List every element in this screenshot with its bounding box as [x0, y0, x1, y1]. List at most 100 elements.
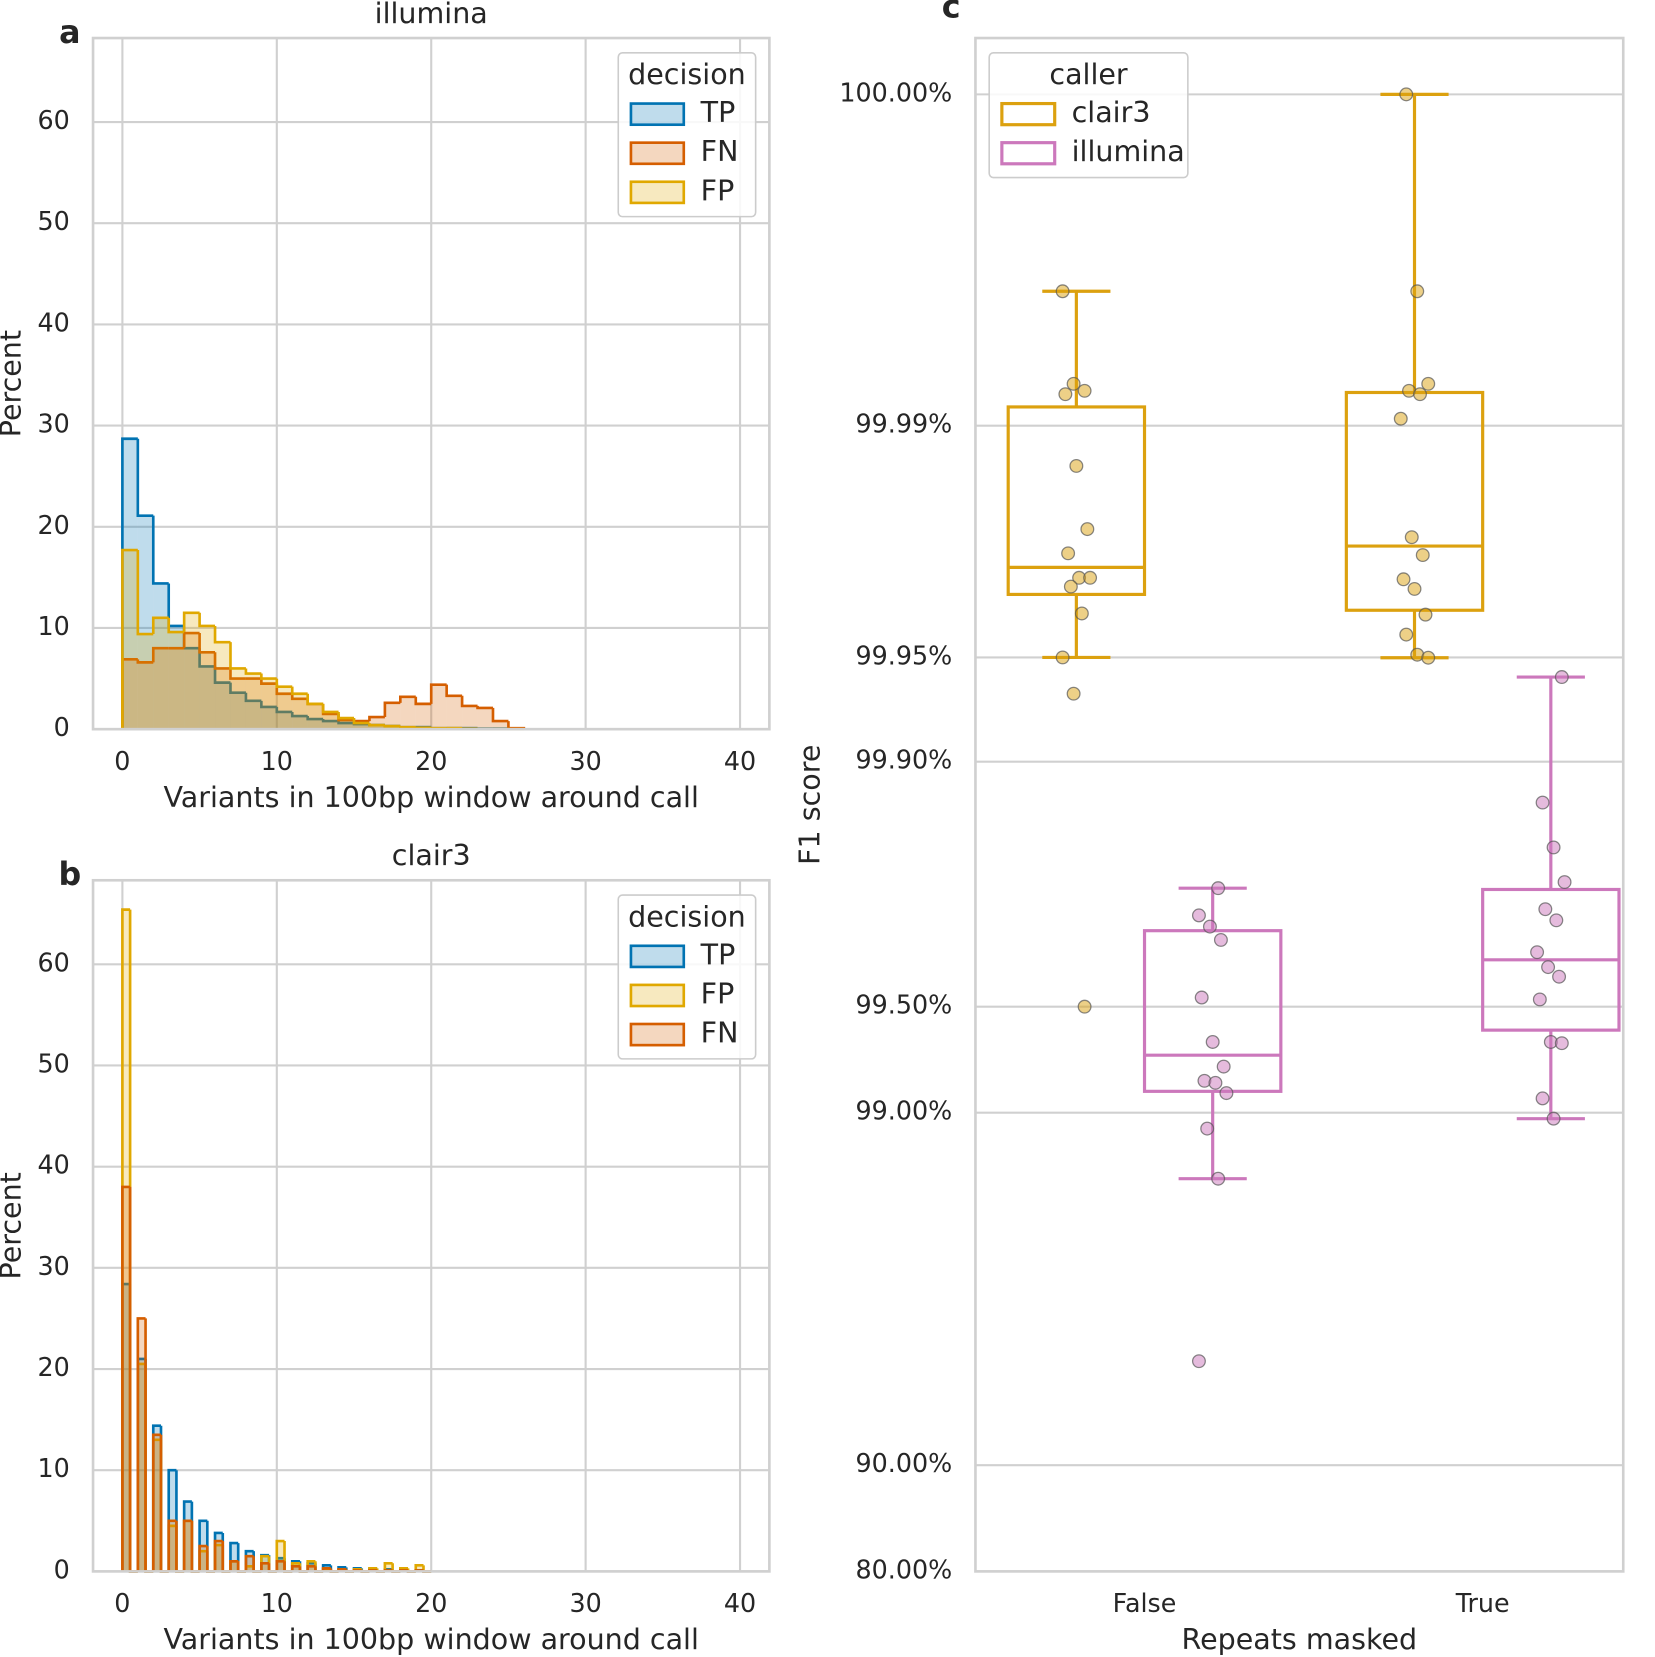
data-point: [1219, 1086, 1234, 1101]
histogram-bin: [384, 1563, 393, 1572]
step-edge: [121, 1185, 131, 1572]
data-point: [1061, 546, 1076, 561]
histogram-bin: [307, 1566, 316, 1572]
histogram-bin: [384, 726, 401, 730]
step-edge: [136, 550, 154, 636]
y-tick-label: 30: [38, 1251, 70, 1281]
histogram-bin: [338, 718, 355, 730]
step-edge: [306, 1565, 316, 1572]
step-edge: [198, 633, 216, 654]
step-edge: [399, 695, 416, 703]
y-tick-label: 60: [38, 947, 70, 977]
x-axis-label: Variants in 100bp window around call: [164, 1623, 699, 1656]
step-edge: [460, 695, 478, 708]
histogram-bin: [369, 725, 385, 730]
step-edge: [290, 686, 308, 696]
data-point: [1532, 992, 1547, 1007]
data-point: [1055, 650, 1070, 665]
data-point: [1191, 1354, 1206, 1369]
x-tick-label: 10: [261, 1588, 293, 1618]
y-tick-label: 60: [38, 105, 70, 135]
histogram-bin: [369, 725, 385, 730]
histogram-bin: [230, 692, 246, 730]
data-point: [1213, 932, 1228, 947]
histogram-bin: [245, 673, 262, 730]
histogram-bin: [137, 1363, 146, 1572]
histogram-bin: [276, 1558, 285, 1572]
histogram-bin: [184, 1501, 192, 1572]
step-edge: [244, 692, 262, 703]
step-edge: [337, 711, 355, 720]
legend-label: FN: [701, 1017, 739, 1050]
step-edge: [167, 1519, 177, 1572]
histogram-bin: [184, 648, 200, 730]
histogram-bin: [199, 666, 216, 730]
histogram-bin: [153, 617, 169, 730]
histogram-bin: [276, 1561, 285, 1572]
step-edge: [198, 612, 216, 628]
histogram-bin: [199, 652, 216, 730]
x-tick-label: 0: [114, 746, 130, 776]
data-point: [1541, 960, 1556, 975]
x-tick-label: False: [1113, 1588, 1177, 1618]
data-point: [1393, 411, 1408, 426]
histogram-bin: [137, 515, 154, 730]
data-point: [1399, 87, 1414, 102]
y-tick-label: 99.00%: [855, 1096, 952, 1126]
data-point: [1418, 607, 1433, 622]
histogram-bin: [122, 550, 138, 730]
histogram-bin: [415, 1565, 424, 1572]
histogram-bin: [137, 662, 154, 730]
histogram-bin: [261, 1563, 270, 1572]
x-tick-label: 0: [114, 1588, 130, 1618]
histogram-bin: [199, 625, 216, 730]
legend-label: TP: [700, 96, 736, 129]
histogram-bin: [245, 1551, 254, 1572]
y-tick-label: 50: [38, 1048, 70, 1078]
data-point: [1069, 458, 1084, 473]
step-edge: [121, 548, 138, 730]
histogram-bin: [292, 698, 308, 730]
histogram-bin: [245, 1556, 254, 1572]
step-edge: [182, 611, 200, 633]
data-point: [1552, 969, 1567, 984]
step-edge: [414, 696, 432, 706]
step-edge: [151, 616, 169, 635]
data-point: [1535, 1091, 1550, 1106]
histogram-bin: [323, 713, 339, 730]
histogram-bin: [215, 1545, 223, 1572]
data-point: [1211, 1171, 1226, 1186]
legend-title: decision: [628, 900, 746, 933]
data-point: [1546, 840, 1561, 855]
step-edge: [244, 1554, 254, 1572]
data-point: [1546, 1111, 1561, 1126]
step-edge: [182, 1519, 192, 1572]
step-edge: [275, 706, 293, 714]
histogram-bin: [354, 721, 370, 730]
legend-label: TP: [700, 938, 736, 971]
data-point: [1415, 548, 1430, 563]
step-edge: [213, 666, 231, 684]
histogram-bin: [215, 682, 231, 730]
data-point: [1058, 387, 1073, 402]
box: [1006, 405, 1147, 597]
histogram-bin: [122, 438, 138, 730]
histogram-bin: [307, 703, 324, 730]
histogram-bin: [276, 686, 293, 730]
legend-box: [617, 894, 757, 1060]
data-point: [1557, 875, 1572, 890]
step-edge: [429, 683, 447, 704]
legend-patch: [629, 1022, 686, 1047]
step-edge: [321, 719, 339, 723]
histogram-bin: [477, 707, 493, 730]
histogram-bin: [354, 724, 370, 730]
axes-frame: [91, 36, 771, 731]
histogram-bin: [168, 632, 185, 730]
y-tick-label: 99.99%: [855, 409, 952, 439]
step-edge: [229, 668, 246, 680]
histogram-bin: [168, 1525, 177, 1572]
histogram-bin: [245, 678, 262, 730]
legend-patch: [629, 102, 686, 127]
legend-title: caller: [1049, 58, 1128, 91]
axes-frame: [91, 878, 771, 1573]
